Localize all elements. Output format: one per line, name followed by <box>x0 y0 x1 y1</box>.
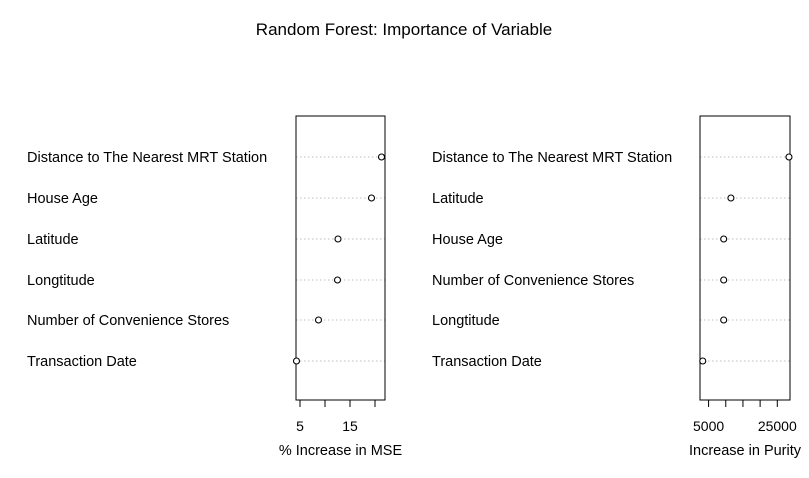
variable-label: Latitude <box>432 191 484 207</box>
variable-label: Distance to The Nearest MRT Station <box>27 150 267 166</box>
variable-label: Number of Convenience Stores <box>27 313 229 329</box>
variable-label: House Age <box>27 191 98 207</box>
x-tick-label: 25000 <box>758 418 797 434</box>
x-tick-label: 15 <box>342 418 358 434</box>
importance-point <box>292 357 301 365</box>
panel-1: Distance to The Nearest MRT Station House… <box>27 115 403 459</box>
panel-2: Distance to The Nearest MRT Station Latit… <box>432 115 802 459</box>
importance-point <box>334 235 342 243</box>
chart-title: Random Forest: Importance of Variable <box>256 20 552 39</box>
importance-point <box>333 276 342 284</box>
importance-point <box>720 316 728 324</box>
importance-point <box>720 276 728 284</box>
variable-label: House Age <box>432 232 503 248</box>
x-axis-label: % Increase in MSE <box>279 443 403 459</box>
importance-point <box>699 357 707 365</box>
variable-label: Distance to The Nearest MRT Station <box>432 150 672 166</box>
variable-label: Number of Convenience Stores <box>432 273 634 289</box>
plot-frame <box>295 115 386 401</box>
importance-point <box>785 153 793 161</box>
importance-point <box>727 194 735 202</box>
variable-label: Transaction Date <box>27 354 137 370</box>
importance-point <box>720 235 728 243</box>
importance-point <box>367 194 376 202</box>
importance-point <box>377 153 386 161</box>
plot-frame <box>699 115 791 401</box>
importance-point <box>314 316 323 324</box>
variable-label: Transaction Date <box>432 354 542 370</box>
variable-label: Longtitude <box>432 313 500 329</box>
variable-label: Longtitude <box>27 273 95 289</box>
variable-label: Latitude <box>27 232 79 248</box>
x-tick-label: 5000 <box>693 418 724 434</box>
x-axis-label: Increase in Purity <box>689 443 802 459</box>
x-tick-label: 5 <box>296 418 304 434</box>
